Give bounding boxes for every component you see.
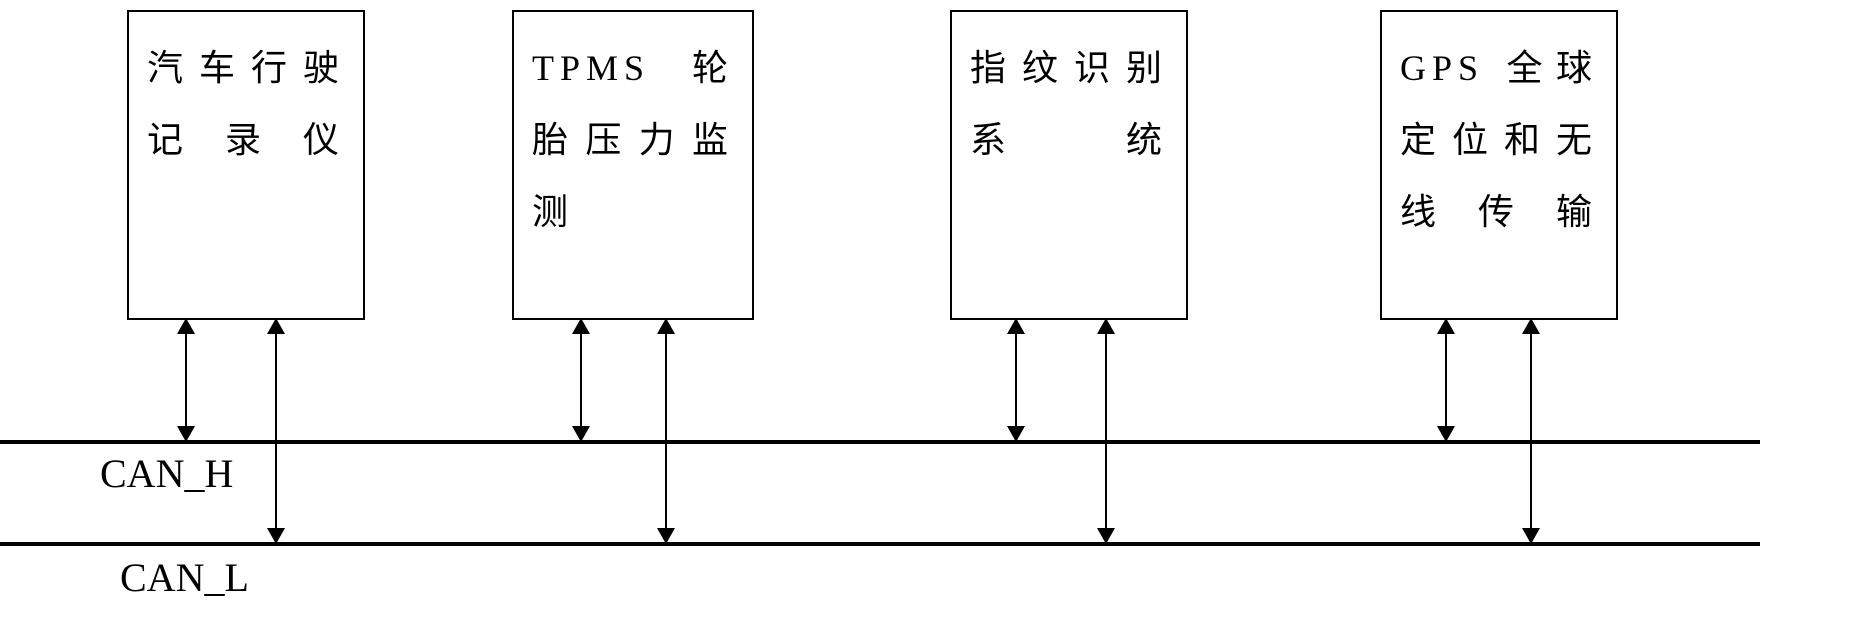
module-box-box1: 汽车行驶记录仪 <box>127 10 365 320</box>
conn-box1-canh-line <box>185 320 187 440</box>
conn-box1-canl-arrow-up <box>267 318 285 334</box>
conn-box2-canl-line <box>665 320 667 542</box>
conn-box2-canl-arrow-up <box>657 318 675 334</box>
conn-box3-canh-arrow-down <box>1007 426 1025 442</box>
conn-box4-canl-line <box>1530 320 1532 542</box>
conn-box2-canl-arrow-down <box>657 528 675 544</box>
bus-line-high <box>0 440 1760 444</box>
conn-box3-canl-line <box>1105 320 1107 542</box>
bus-label-low: CAN_L <box>120 554 249 601</box>
conn-box3-canh-line <box>1015 320 1017 440</box>
conn-box4-canh-line <box>1445 320 1447 440</box>
conn-box4-canh-arrow-up <box>1437 318 1455 334</box>
conn-box4-canh-arrow-down <box>1437 426 1455 442</box>
module-box-box2: TPMS 轮胎压力监测 <box>512 10 754 320</box>
conn-box2-canh-line <box>580 320 582 440</box>
conn-box3-canh-arrow-up <box>1007 318 1025 334</box>
module-box-box3: 指纹识别系统 <box>950 10 1188 320</box>
can-bus-diagram: 汽车行驶记录仪 TPMS 轮胎压力监测指纹识别系统 GPS 全球定位和无线传输 CAN… <box>0 0 1873 633</box>
bus-line-low <box>0 542 1760 546</box>
conn-box3-canl-arrow-up <box>1097 318 1115 334</box>
bus-label-high: CAN_H <box>100 450 233 497</box>
conn-box1-canl-arrow-down <box>267 528 285 544</box>
conn-box3-canl-arrow-down <box>1097 528 1115 544</box>
conn-box1-canh-arrow-up <box>177 318 195 334</box>
conn-box4-canl-arrow-up <box>1522 318 1540 334</box>
conn-box2-canh-arrow-down <box>572 426 590 442</box>
conn-box2-canh-arrow-up <box>572 318 590 334</box>
conn-box1-canl-line <box>275 320 277 542</box>
module-box-box4: GPS 全球定位和无线传输 <box>1380 10 1618 320</box>
conn-box1-canh-arrow-down <box>177 426 195 442</box>
conn-box4-canl-arrow-down <box>1522 528 1540 544</box>
